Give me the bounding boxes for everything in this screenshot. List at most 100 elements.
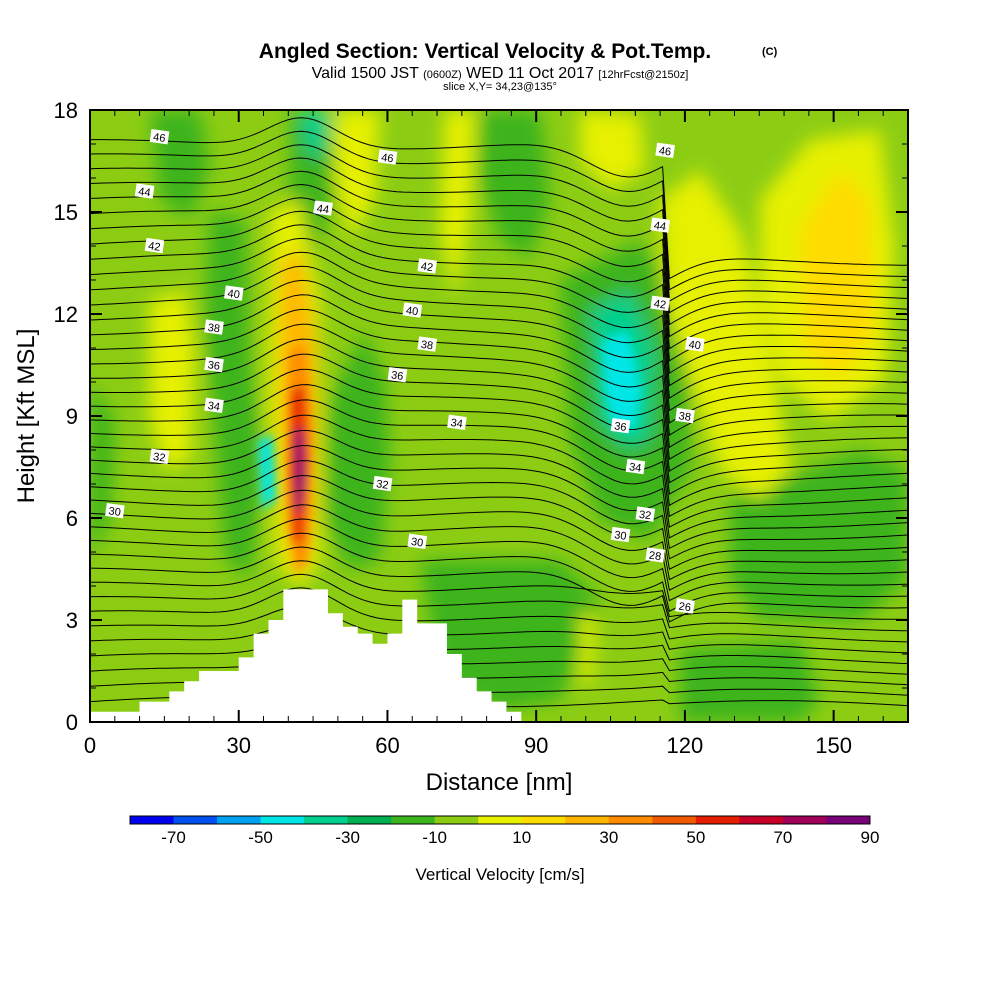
theta-label: 46 <box>149 129 170 145</box>
theta-label-text: 40 <box>688 339 702 353</box>
updraft-core <box>295 428 305 515</box>
theta-contour <box>90 474 908 570</box>
theta-contour <box>90 294 908 436</box>
theta-label-text: 30 <box>410 536 424 550</box>
chart-subtitle: Valid 1500 JST (0600Z) WED 11 Oct 2017 [… <box>312 65 689 82</box>
x-tick-label: 90 <box>524 733 548 758</box>
theta-label-text: 46 <box>152 131 166 145</box>
theta-contour <box>90 605 908 654</box>
downdraft-core <box>300 110 330 160</box>
theta-contour <box>90 489 908 581</box>
positive-zone <box>150 290 195 470</box>
theta-contour <box>90 251 908 399</box>
theta-contour <box>90 532 908 612</box>
subtitle-utc: (0600Z) <box>423 69 462 81</box>
contour-labels: 46 44 42 40 38 36 34 32 30 46 44 42 40 38 36 34 32 30 46 44… <box>105 129 705 614</box>
theta-label-box <box>105 503 125 519</box>
colorbar-label: 10 <box>512 828 531 847</box>
colorbar-label: 90 <box>861 828 880 847</box>
colorbar-swatch <box>782 816 827 824</box>
y-tick-label: 0 <box>66 710 78 735</box>
y-axis-label: Height [Kft MSL] <box>13 329 40 504</box>
theta-label-text: 30 <box>108 505 122 519</box>
positive-zone <box>440 110 475 300</box>
theta-label-text: 38 <box>420 339 434 353</box>
terrain <box>90 589 908 722</box>
theta-label-box <box>655 142 675 158</box>
theta-label-box <box>377 149 398 165</box>
theta-label-box <box>204 356 224 373</box>
colorbar-swatch <box>521 816 566 824</box>
theta-label: 32 <box>149 448 170 465</box>
theta-label: 36 <box>387 367 408 383</box>
colorbar-swatch <box>130 816 175 824</box>
theta-label-text: 42 <box>420 261 434 275</box>
theta-label-box <box>149 448 170 464</box>
theta-label-box <box>402 302 423 318</box>
theta-contour <box>90 642 908 675</box>
theta-label-box <box>625 458 646 475</box>
theta-contour <box>90 546 908 623</box>
theta-label-text: 36 <box>613 420 627 434</box>
theta-label-text: 44 <box>316 203 330 217</box>
colorbar-swatch <box>347 816 392 824</box>
colorbar-title: Vertical Velocity [cm/s] <box>415 865 584 884</box>
theta-contour <box>90 414 908 528</box>
colorbar-swatch <box>391 816 436 824</box>
subtitle-valid: Valid 1500 JST <box>312 65 420 82</box>
theta-contour <box>90 197 908 350</box>
subtitle-forecast: [12hrFcst@2150z] <box>598 69 688 81</box>
colorbar-swatch <box>173 816 218 824</box>
theta-label-box <box>675 407 695 424</box>
plot-area: 46 44 42 40 38 36 34 32 30 46 44 42 40 38 36 34 32 30 46 44… <box>90 110 908 722</box>
subtitle-date: WED 11 Oct 2017 <box>466 65 594 82</box>
y-tick-label: 18 <box>54 98 78 123</box>
colorbar-swatch <box>478 816 523 824</box>
theta-label-box <box>417 336 438 352</box>
theta-label-text: 34 <box>207 400 221 414</box>
theta-label-box <box>387 367 408 383</box>
theta-label: 42 <box>650 295 671 312</box>
theta-contour <box>90 368 908 495</box>
theta-contour <box>90 117 908 280</box>
theta-label: 34 <box>447 414 467 431</box>
theta-label-text: 38 <box>207 322 221 336</box>
theta-label: 46 <box>655 142 675 159</box>
colorbar-swatch <box>739 816 784 824</box>
theta-label-box <box>407 533 428 549</box>
theta-label-text: 28 <box>648 550 662 564</box>
colorbar-swatch <box>565 816 610 824</box>
theta-label-text: 40 <box>405 305 419 319</box>
theta-contour <box>90 237 908 387</box>
negative-zone <box>325 330 390 570</box>
theta-label-box <box>447 414 467 430</box>
theta-label: 42 <box>417 258 438 275</box>
theta-contour <box>90 560 908 620</box>
positive-zone <box>580 110 645 190</box>
theta-contour <box>90 624 908 665</box>
theta-label-box <box>685 336 705 352</box>
y-tick-label: 3 <box>66 608 78 633</box>
theta-label: 44 <box>650 217 671 233</box>
theta-label-text: 38 <box>678 410 692 424</box>
theta-label-text: 32 <box>638 509 652 523</box>
theta-contour <box>90 573 908 632</box>
theta-contour <box>90 460 908 560</box>
colorbar-label: -50 <box>248 828 273 847</box>
positive-zone <box>660 170 790 500</box>
chart-title-unit: (C) <box>762 46 778 58</box>
theta-label: 38 <box>204 319 224 335</box>
negative-zone <box>205 210 265 580</box>
theta-label-box <box>204 319 224 335</box>
colorbar-swatch <box>608 816 653 824</box>
theta-label: 32 <box>372 475 393 492</box>
theta-label-box <box>134 183 155 199</box>
theta-label: 26 <box>675 598 695 614</box>
theta-contour <box>90 660 908 686</box>
colorbar-swatch <box>826 816 871 824</box>
theta-label-box <box>650 295 671 311</box>
theta-contour <box>90 308 908 449</box>
theta-label-box <box>204 397 224 413</box>
negative-zone <box>480 110 550 260</box>
